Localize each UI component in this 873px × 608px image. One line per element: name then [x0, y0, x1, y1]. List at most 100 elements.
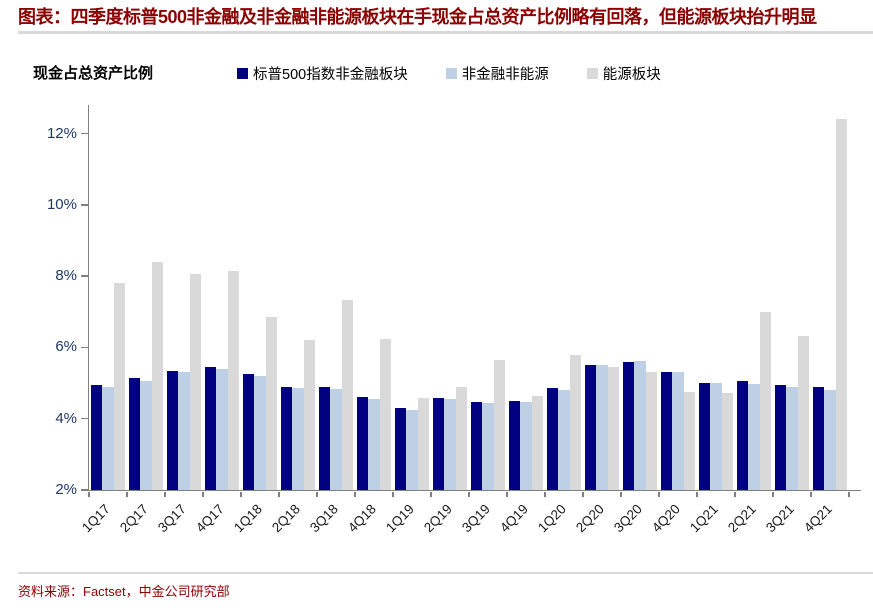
bar [634, 360, 646, 490]
bar [281, 386, 293, 490]
bar [227, 270, 239, 490]
bar [151, 261, 163, 490]
x-axis-tick [696, 491, 698, 497]
legend-series-label: 能源板块 [602, 67, 661, 83]
plot-area: 2% 4% 6% 8% 10% 12% 1Q17 2Q17 3Q17 4Q17 1Q18 2Q18 3Q… [47, 105, 861, 535]
x-axis-tick [506, 491, 508, 497]
bar [824, 390, 836, 490]
bar [683, 391, 695, 490]
bar [178, 372, 190, 490]
x-axis-tick [278, 491, 280, 497]
y-axis-tick-label: 2% [55, 481, 77, 498]
bar [216, 368, 228, 490]
bar [471, 401, 483, 490]
legend-item: 非金融非能源 [445, 63, 549, 84]
bar [775, 384, 787, 490]
bar [417, 398, 429, 490]
y-axis-tick-label: 10% [46, 195, 77, 213]
x-axis-tick [240, 491, 242, 497]
x-axis-tick [810, 491, 812, 497]
bar [786, 387, 798, 490]
bar [835, 119, 847, 490]
bar [319, 387, 331, 490]
bar [189, 274, 201, 490]
bar [254, 375, 266, 490]
bar [558, 390, 570, 490]
bar [721, 392, 733, 490]
y-axis-tick [81, 204, 89, 206]
x-axis-tick [658, 491, 660, 497]
bar [455, 386, 467, 490]
bar [482, 403, 494, 490]
y-axis-tick-label: 4% [55, 409, 77, 427]
legend-swatch-icon [586, 68, 598, 79]
bar [406, 409, 418, 490]
source-note: 资料来源：Factset，中金公司研究部 [18, 584, 230, 599]
bar [129, 377, 141, 490]
x-axis-tick [430, 491, 432, 497]
bar [91, 384, 103, 490]
y-axis-tick-label: 8% [55, 267, 77, 285]
x-axis-tick [848, 491, 850, 497]
x-axis-tick [544, 491, 546, 497]
legend-swatch-icon [237, 68, 248, 79]
legend-swatch-icon [445, 68, 457, 79]
legend-item: 标普500指数非金融板块 [237, 63, 408, 84]
bar [113, 283, 125, 490]
bar [797, 336, 809, 490]
y-axis-tick [81, 489, 89, 491]
bar [167, 370, 179, 490]
x-axis-tick [468, 491, 470, 497]
bar [140, 381, 152, 490]
x-axis-tick [316, 491, 318, 497]
bar [102, 386, 114, 490]
bar [672, 371, 684, 490]
bar [813, 387, 825, 490]
y-axis-tick [81, 346, 89, 349]
x-axis-tick [734, 491, 736, 497]
x-axis-tick [582, 491, 584, 497]
bar [303, 340, 315, 490]
legend-series-label: 非金融非能源 [461, 67, 549, 83]
bar [330, 389, 342, 490]
bar [265, 317, 277, 490]
bar [243, 374, 255, 490]
bar [623, 361, 635, 490]
title-divider [18, 31, 873, 34]
bar [710, 383, 722, 490]
x-axis-tick [620, 491, 622, 497]
bar [547, 388, 559, 490]
bar [645, 372, 657, 490]
bar [444, 399, 456, 490]
bar [368, 399, 380, 490]
y-axis-tick [81, 418, 89, 420]
bar [596, 364, 608, 490]
y-axis-tick-label: 12% [46, 124, 77, 142]
x-axis-tick [88, 491, 90, 497]
bar [569, 354, 581, 490]
bar [509, 400, 521, 490]
page-title: 图表：四季度标普500非金融及非金融非能源板块在手现金占总资产比例略有回落，但能… [18, 7, 817, 27]
bar [585, 365, 597, 490]
bar [379, 339, 391, 490]
x-axis-tick [354, 491, 356, 497]
bar [748, 383, 760, 490]
bar [661, 372, 673, 490]
y-axis-tick [81, 275, 89, 277]
bar [699, 383, 711, 490]
bar [205, 367, 217, 490]
bar [531, 395, 543, 490]
bar [433, 398, 445, 490]
bar [292, 387, 304, 490]
x-axis-tick [126, 491, 128, 497]
x-axis-tick [164, 491, 166, 497]
bar [493, 359, 505, 490]
bar [607, 367, 619, 490]
bar [737, 381, 749, 490]
bar [395, 408, 407, 490]
bar [759, 311, 771, 490]
legend-item: 能源板块 [586, 63, 661, 84]
x-axis-tick [202, 491, 204, 497]
bar [357, 397, 369, 490]
